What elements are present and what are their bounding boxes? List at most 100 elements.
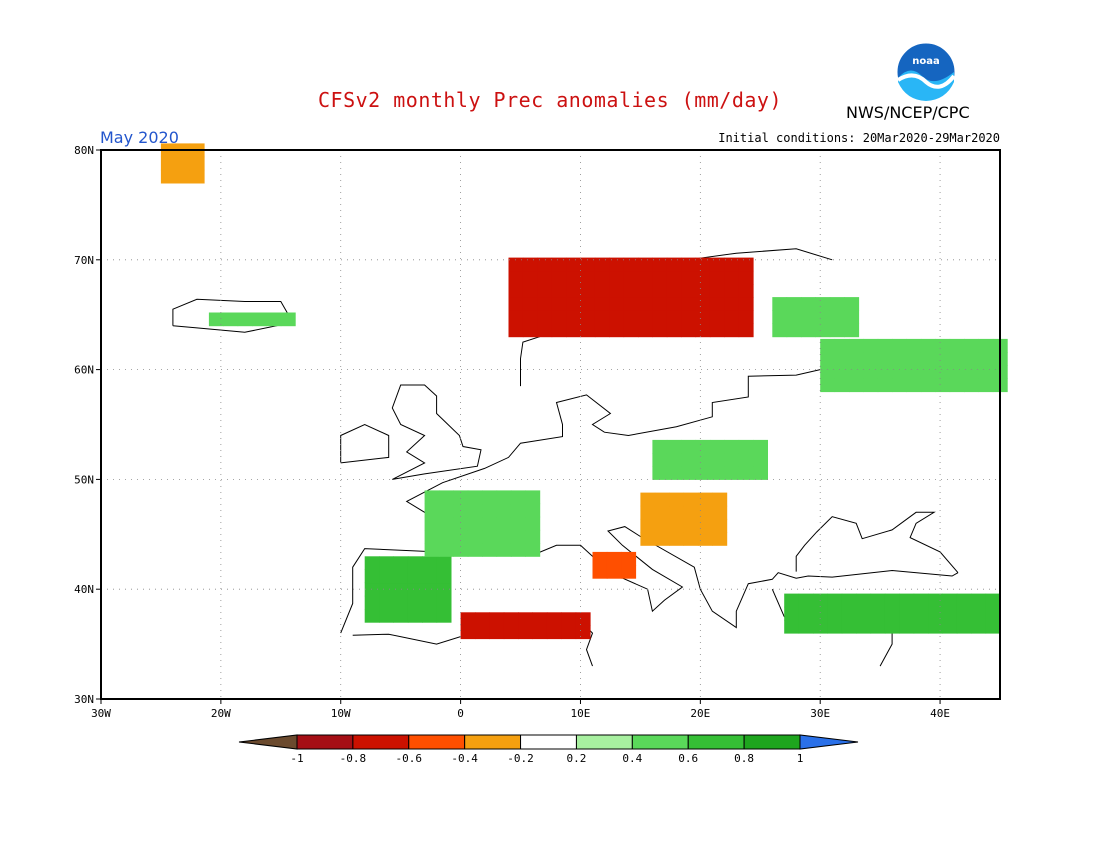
anomaly-cell xyxy=(379,582,394,597)
colorbar-label: 1 xyxy=(797,752,804,765)
anomaly-cell xyxy=(820,378,836,393)
anomaly-cell xyxy=(844,310,860,324)
anomaly-cell xyxy=(681,284,697,298)
anomaly-cell xyxy=(798,606,814,621)
anomaly-cell xyxy=(654,532,670,546)
valid-month-label: May 2020 xyxy=(100,128,179,147)
lon-tick-label: 20E xyxy=(690,707,710,720)
anomaly-cell xyxy=(525,490,541,505)
anomaly-cell xyxy=(592,565,608,579)
anomaly-cell xyxy=(683,492,699,507)
anomaly-cell xyxy=(928,619,943,634)
anomaly-cell xyxy=(815,297,831,311)
anomaly-cell xyxy=(364,595,380,610)
coastline xyxy=(496,526,959,629)
anomaly-cell xyxy=(681,466,697,480)
anomaly-cell xyxy=(652,284,668,298)
anomaly-cell xyxy=(594,323,610,338)
anomaly-cell xyxy=(956,593,972,608)
anomaly-region xyxy=(772,297,860,338)
anomaly-cell xyxy=(683,518,699,533)
anomaly-cell xyxy=(489,625,505,640)
anomaly-cell xyxy=(638,270,653,285)
anomaly-cell xyxy=(422,582,438,597)
anomaly-cell xyxy=(594,257,610,272)
colorbar-label: 0.4 xyxy=(622,752,642,765)
anomaly-cell xyxy=(407,569,423,584)
anomaly-cell xyxy=(709,270,725,285)
anomaly-cell xyxy=(496,490,512,505)
anomaly-cell xyxy=(546,625,562,640)
anomaly-cell xyxy=(652,297,668,311)
anomaly-cell xyxy=(379,595,394,610)
anomaly-cell xyxy=(482,543,498,557)
anomaly-region xyxy=(424,490,541,557)
anomaly-cell xyxy=(928,606,943,621)
anomaly-cell xyxy=(827,619,843,634)
anomaly-cell xyxy=(522,310,538,324)
anomaly-cell xyxy=(964,378,979,393)
anomaly-cell xyxy=(712,518,728,533)
anomaly-cell xyxy=(551,257,567,272)
anomaly-cell xyxy=(508,257,524,272)
colorbar-swatch xyxy=(743,734,801,750)
anomaly-cell xyxy=(801,310,816,324)
anomaly-cell xyxy=(844,323,860,338)
anomaly-cell xyxy=(709,323,725,338)
anomaly-cell xyxy=(537,284,553,298)
anomaly-cell xyxy=(841,619,857,634)
anomaly-cell xyxy=(827,593,843,608)
anomaly-cell xyxy=(928,593,943,608)
anomaly-cell xyxy=(681,439,697,454)
anomaly-cell xyxy=(884,593,900,608)
anomaly-cell xyxy=(475,612,490,626)
anomaly-cell xyxy=(594,310,610,324)
anomaly-cell xyxy=(856,593,872,608)
anomaly-cell xyxy=(724,466,740,480)
anomaly-cell xyxy=(580,297,596,311)
anomaly-cell xyxy=(884,606,900,621)
anomaly-cell xyxy=(522,323,538,338)
anomaly-cell xyxy=(709,466,725,480)
anomaly-cell xyxy=(638,310,653,324)
anomaly-cell xyxy=(623,310,639,324)
lat-tick-label: 80N xyxy=(74,144,94,157)
coastline xyxy=(340,423,390,464)
anomaly-cell xyxy=(724,284,740,298)
anomaly-cell xyxy=(638,257,653,272)
anomaly-cell xyxy=(606,565,622,579)
anomaly-cell xyxy=(863,352,879,366)
anomaly-cell xyxy=(652,466,668,480)
anomaly-cell xyxy=(364,582,380,597)
anomaly-region xyxy=(784,593,1001,634)
anomaly-cell xyxy=(978,378,994,393)
anomaly-cell xyxy=(666,466,682,480)
anomaly-cell xyxy=(623,270,639,285)
anomaly-cell xyxy=(364,609,380,623)
anomaly-cell xyxy=(935,352,951,366)
anomaly-cell xyxy=(460,612,476,626)
anomaly-cell xyxy=(899,606,915,621)
anomaly-cell xyxy=(566,257,581,272)
anomaly-cell xyxy=(899,619,915,634)
anomaly-cell xyxy=(849,338,864,353)
anomaly-cell xyxy=(738,453,754,467)
lat-tick-label: 60N xyxy=(74,364,94,377)
anomaly-cell xyxy=(681,257,697,272)
anomaly-cell xyxy=(892,338,907,353)
anomaly-cell xyxy=(652,310,668,324)
anomaly-cell xyxy=(738,439,754,454)
anomaly-cell xyxy=(266,312,282,327)
anomaly-region xyxy=(208,312,296,327)
colorbar-low-arrow xyxy=(238,734,298,750)
anomaly-cell xyxy=(592,551,608,566)
anomaly-cell xyxy=(453,516,469,531)
anomaly-cell xyxy=(546,612,562,626)
anomaly-cell xyxy=(892,352,907,366)
anomaly-cell xyxy=(870,619,886,634)
anomaly-cell xyxy=(697,492,713,507)
colorbar-high-arrow xyxy=(799,734,859,750)
coastline xyxy=(391,384,482,480)
anomaly-cell xyxy=(652,270,668,285)
anomaly-cell xyxy=(753,439,768,454)
